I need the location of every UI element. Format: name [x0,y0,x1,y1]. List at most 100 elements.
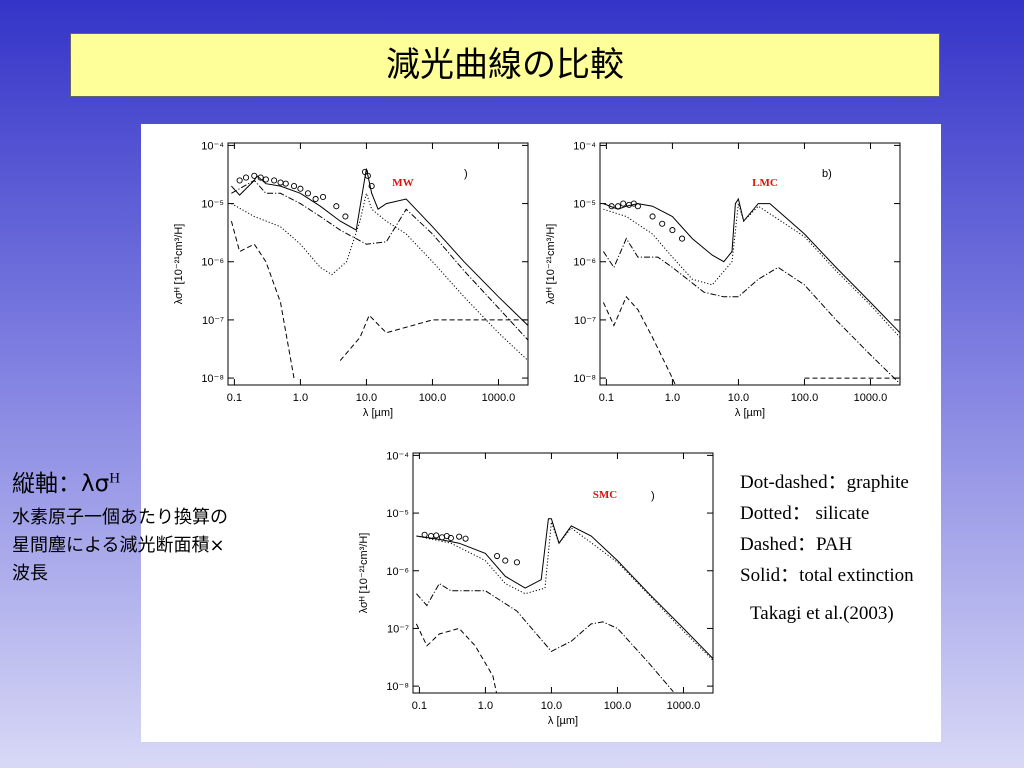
curve [603,203,900,338]
sidebar: 縦軸：λσH 水素原子一個あたり換算の 星間塵による減光断面積× 波長 [12,464,228,588]
curve [416,518,713,659]
y-tick-label: 10⁻⁸ [573,373,596,385]
sidebar-heading: 縦軸：λσH [12,464,228,498]
data-point [462,535,469,542]
x-tick-label: 100.0 [419,392,447,404]
citation: Takagi et al.(2003) [750,603,894,624]
y-tick-label: 10⁻⁷ [387,623,409,635]
series-group [602,197,900,385]
heading-text: 縦軸：λσ [12,471,110,497]
data-point [421,531,428,538]
data-point [614,203,622,210]
data-point [456,533,463,540]
y-tick-label: 10⁻⁵ [201,199,224,211]
data-point [319,193,327,200]
curve [231,179,528,341]
y-axis-label: λσᴴ [10⁻²¹cm³/H] [173,224,185,305]
panel-letter: b) [822,168,832,180]
data-point [236,177,243,184]
panel-letter: ) [651,490,655,502]
x-tick-label: 10.0 [541,700,562,712]
y-tick-label: 10⁻⁴ [201,140,224,152]
data-point [513,559,520,566]
plot-frame [599,142,901,386]
x-tick-label: 1000.0 [667,700,701,712]
legend-note: Solid：total extinction [740,565,914,586]
data-point [271,177,278,184]
x-tick-label: 0.1 [227,392,242,404]
data-point [304,190,311,197]
curve [603,197,900,334]
data-point [502,557,509,564]
y-tick-label: 10⁻⁴ [386,450,409,462]
figure-panel [141,124,941,742]
y-tick-label: 10⁻⁸ [386,681,409,693]
heading-sup: H [109,470,121,487]
curve [231,191,528,361]
y-tick-label: 10⁻⁵ [386,508,409,520]
data-point [620,200,627,207]
x-tick-label: 100.0 [604,700,632,712]
data-point [447,534,454,542]
curve [415,623,498,693]
data-point [251,172,258,179]
panel-letter: ) [464,168,468,180]
y-axis-label: λσᴴ [10⁻²¹cm³/H] [358,533,370,614]
y-tick-label: 10⁻⁶ [386,566,409,578]
data-point [659,220,666,227]
x-tick-label: 1.0 [293,392,308,404]
x-tick-label: 100.0 [791,392,819,404]
x-axis-label: λ [µm] [548,715,578,727]
x-tick-label: 10.0 [728,392,749,404]
curve [602,237,900,385]
x-tick-label: 1000.0 [482,392,516,404]
sidebar-line: 星間塵による減光断面積× [12,535,225,556]
curve [231,168,528,326]
y-tick-label: 10⁻⁴ [573,140,596,152]
x-tick-label: 0.1 [599,392,614,404]
data-point [679,235,686,242]
data-point [262,176,269,183]
y-tick-label: 10⁻⁷ [574,315,596,327]
sidebar-line: 水素原子一個あたり換算の [12,507,228,528]
data-point [493,552,501,560]
panel-label: LMC [752,177,778,189]
data-point [433,532,440,539]
data-point [242,174,250,181]
data-point [282,180,289,187]
data-point [649,213,656,220]
data-point [290,183,298,190]
panel-label: SMC [593,489,618,501]
data-point [608,203,615,210]
x-axis-label: λ [µm] [735,407,765,419]
x-tick-label: 0.1 [412,700,427,712]
x-tick-label: 1.0 [478,700,493,712]
data-point [297,185,304,192]
data-point [277,179,284,186]
legend-note: Dot-dashed：graphite [740,472,909,493]
y-tick-label: 10⁻⁵ [573,199,596,211]
series-group [415,518,713,693]
y-tick-label: 10⁻⁶ [573,257,596,269]
data-point [368,183,375,190]
curve [602,295,900,385]
data-point [312,195,319,203]
curve [416,521,713,661]
x-tick-label: 1000.0 [854,392,888,404]
data-point [361,168,369,175]
data-point [333,203,340,210]
slide-title: 減光曲線の比較 [70,33,940,97]
y-tick-label: 10⁻⁶ [201,257,224,269]
data-point [342,213,349,220]
curve [230,220,528,379]
legend-note: Dashed：PAH [740,534,853,555]
y-tick-label: 10⁻⁷ [202,315,224,327]
data-point [364,172,371,179]
curve [416,582,674,693]
x-tick-label: 1.0 [665,392,680,404]
data-point [257,174,264,181]
data-point [669,227,676,234]
plot-frame [227,142,529,386]
x-axis-label: λ [µm] [363,407,393,419]
